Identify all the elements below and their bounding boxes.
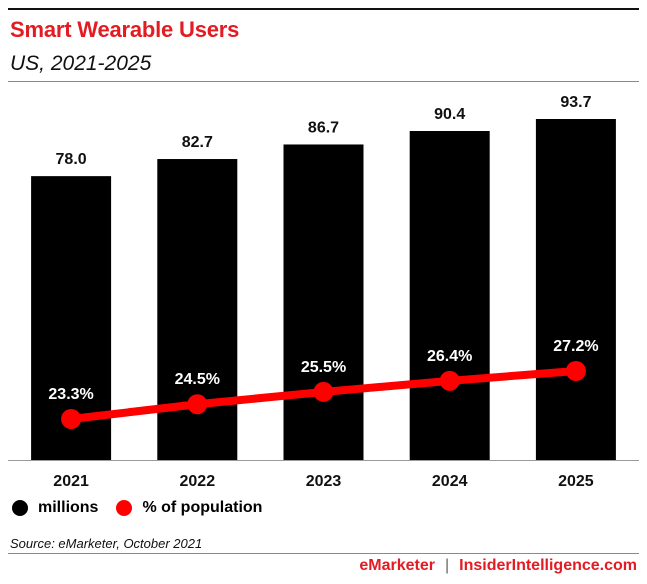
line-value-label-2024: 26.4% <box>427 348 472 365</box>
legend-swatch-percent <box>116 500 133 516</box>
footer: eMarketer | InsiderIntelligence.com <box>359 557 637 575</box>
bar-2022 <box>157 159 238 460</box>
line-value-label-2022: 24.5% <box>175 371 220 388</box>
legend: millions % of population <box>12 499 262 517</box>
footer-site: InsiderIntelligence.com <box>459 557 637 574</box>
footer-brand: eMarketer <box>359 557 436 574</box>
bar-2024 <box>409 131 490 461</box>
x-tick-label-2022: 2022 <box>180 473 216 490</box>
bar-value-label-2022: 82.7 <box>182 134 213 151</box>
chart-subtitle: US, 2021-2025 <box>10 52 152 75</box>
line-point-2022 <box>187 394 208 415</box>
bar-value-label-2025: 93.7 <box>560 94 591 111</box>
bar-value-label-2021: 78.0 <box>56 151 87 168</box>
line-value-label-2021: 23.3% <box>48 386 93 403</box>
footer-divider <box>8 553 639 554</box>
legend-item-percent: % of population <box>116 499 262 517</box>
x-tick-label-2025: 2025 <box>558 473 594 490</box>
legend-item-millions: millions <box>12 499 98 517</box>
footer-separator: | <box>445 557 450 574</box>
line-point-2023 <box>313 381 334 402</box>
line-value-label-2025: 27.2% <box>553 338 598 355</box>
bar-value-label-2024: 90.4 <box>434 106 465 123</box>
bar-value-label-2023: 86.7 <box>308 119 339 136</box>
chart-area: 78.0 2021 82.7 2022 86.7 2023 90.4 2024 93.7 2025… <box>8 94 639 490</box>
x-tick-label-2023: 2023 <box>306 473 342 490</box>
x-tick-label-2024: 2024 <box>432 473 468 490</box>
x-tick-label-2021: 2021 <box>53 473 89 490</box>
bar-2025 <box>535 119 616 460</box>
line-point-2025 <box>565 361 586 381</box>
line-value-label-2023: 25.5% <box>301 359 346 376</box>
chart-title: Smart Wearable Users <box>10 17 240 42</box>
line-point-2024 <box>439 370 460 391</box>
bar-2023 <box>283 144 364 460</box>
legend-label-millions: millions <box>38 499 99 516</box>
legend-label-percent: % of population <box>142 499 263 516</box>
top-rule <box>8 8 639 10</box>
source-note: Source: eMarketer, October 2021 <box>10 536 203 551</box>
legend-swatch-millions <box>12 500 28 516</box>
line-point-2021 <box>61 409 82 429</box>
header-divider <box>8 81 639 82</box>
